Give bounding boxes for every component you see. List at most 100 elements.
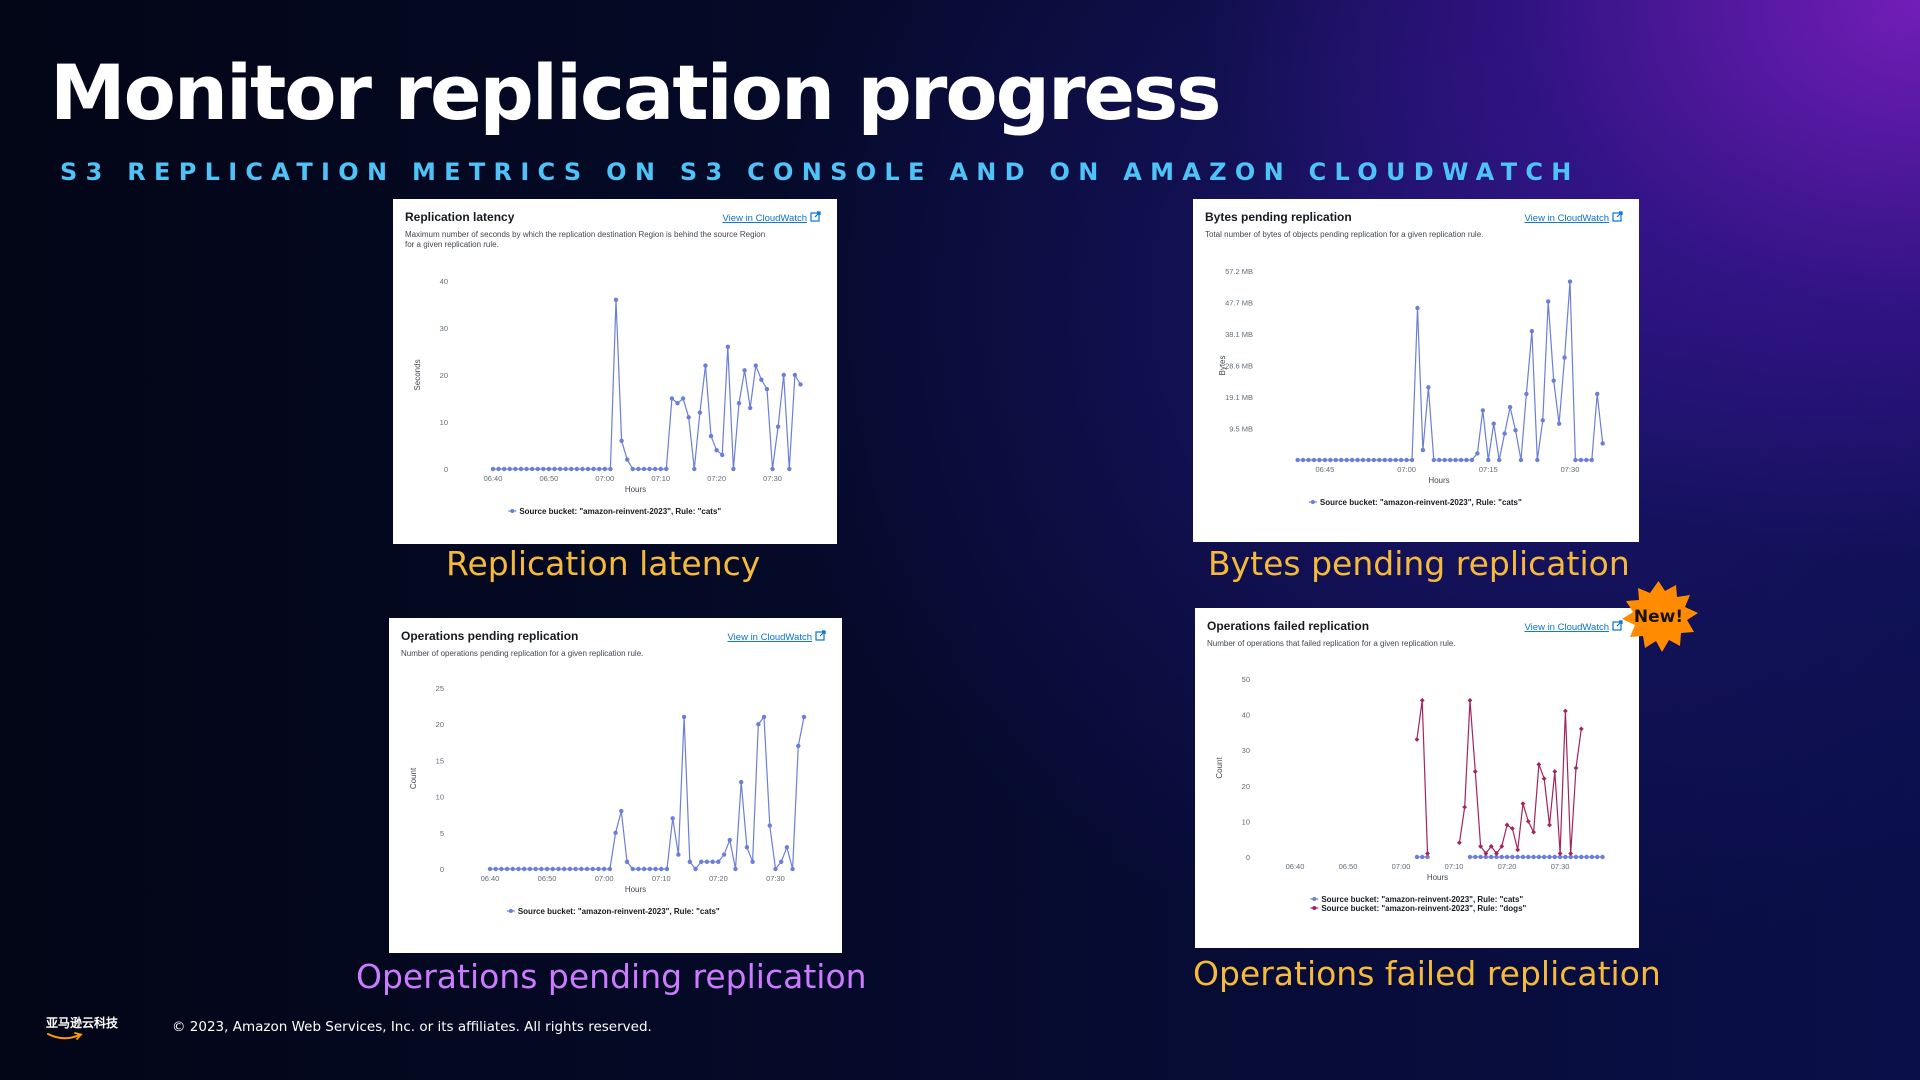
- data-point: [1453, 457, 1458, 463]
- data-point: [1535, 457, 1540, 463]
- data-point: [573, 866, 578, 872]
- data-point: [1541, 776, 1547, 782]
- view-in-cloudwatch-link[interactable]: View in CloudWatch: [1525, 622, 1609, 633]
- data-point: [767, 823, 772, 828]
- data-point: [1600, 854, 1605, 860]
- data-point: [1594, 854, 1600, 860]
- data-point: [1458, 457, 1464, 463]
- data-point: [1464, 457, 1469, 463]
- chart-latency: Replication latency Maximum number of sec…: [405, 210, 821, 516]
- legend-marker: [1312, 906, 1317, 910]
- data-point: [619, 808, 624, 814]
- data-point: [1520, 854, 1526, 860]
- data-point: [1547, 854, 1552, 860]
- data-point: [670, 816, 675, 821]
- chart-title: Bytes pending replication: [1205, 210, 1352, 224]
- data-point: [1540, 418, 1545, 423]
- y-tick-label: 38.1 MB: [1225, 330, 1253, 339]
- data-point: [585, 466, 591, 472]
- data-point: [781, 372, 786, 378]
- data-point: [1328, 457, 1333, 463]
- data-point: [1393, 457, 1398, 463]
- data-point: [1488, 854, 1494, 860]
- chart-ops_failed: Operations failed replication Number of o…: [1207, 619, 1623, 913]
- y-tick-label: 40: [440, 277, 448, 286]
- y-tick-label: 0: [1246, 853, 1250, 862]
- data-point: [770, 466, 775, 472]
- x-axis-label: Hours: [625, 485, 646, 494]
- x-tick-label: 07:10: [652, 874, 671, 883]
- data-point: [510, 866, 516, 872]
- data-point: [1414, 737, 1420, 742]
- y-tick-label: 57.2 MB: [1225, 267, 1253, 276]
- legend-marker: [1310, 500, 1315, 504]
- data-point: [1398, 457, 1404, 463]
- legend-marker: [508, 909, 513, 913]
- data-point: [1382, 457, 1387, 463]
- data-point: [796, 743, 801, 749]
- data-point: [597, 466, 602, 472]
- data-point: [641, 466, 647, 472]
- series-1: [490, 297, 803, 472]
- data-point: [1425, 854, 1430, 860]
- data-point: [529, 466, 535, 472]
- data-point: [676, 852, 681, 857]
- data-point: [1556, 421, 1562, 426]
- data-point: [1536, 854, 1542, 860]
- data-point: [1499, 843, 1505, 849]
- series-line: [490, 715, 805, 871]
- view-in-cloudwatch-link[interactable]: View in CloudWatch: [723, 213, 807, 224]
- y-tick-label: 9.5 MB: [1229, 425, 1253, 434]
- x-axis-label: Hours: [625, 885, 646, 894]
- data-point: [1507, 404, 1513, 410]
- data-point: [624, 859, 630, 864]
- legend-entry: Source bucket: "amazon-reinvent-2023", R…: [1310, 895, 1523, 904]
- view-in-cloudwatch-link[interactable]: View in CloudWatch: [1525, 213, 1609, 224]
- data-point: [1578, 457, 1584, 463]
- data-point: [533, 866, 538, 872]
- data-point: [647, 466, 652, 472]
- data-point: [1425, 851, 1430, 856]
- data-point: [1531, 854, 1536, 860]
- data-point: [744, 845, 750, 850]
- data-point: [725, 344, 731, 349]
- data-point: [1311, 457, 1317, 463]
- legend-label: Source bucket: "amazon-reinvent-2023", R…: [519, 507, 721, 516]
- view-in-cloudwatch-link[interactable]: View in CloudWatch: [728, 632, 812, 643]
- chart-title: Operations pending replication: [401, 629, 578, 643]
- data-point: [1483, 851, 1489, 856]
- data-point: [1567, 279, 1573, 284]
- x-tick-label: 07:30: [1561, 465, 1580, 474]
- external-link-icon: [815, 630, 826, 641]
- data-point: [1568, 854, 1573, 860]
- data-point: [1388, 457, 1393, 463]
- data-point: [493, 866, 498, 872]
- caption-operations-failed-replication: Operations failed replication: [1193, 954, 1661, 993]
- data-point: [1573, 854, 1579, 860]
- data-point: [720, 452, 725, 458]
- data-point: [784, 845, 790, 850]
- data-point: [704, 859, 710, 864]
- legend-marker: [510, 509, 515, 513]
- y-axis-label: Count: [409, 767, 418, 789]
- data-point: [778, 859, 784, 864]
- chart-description: Total number of bytes of objects pending…: [1205, 230, 1483, 239]
- data-point: [733, 866, 738, 872]
- series-line: [1297, 281, 1604, 461]
- data-point: [630, 466, 635, 472]
- data-point: [1404, 457, 1409, 463]
- data-point: [636, 866, 641, 872]
- legend-label: Source bucket: "amazon-reinvent-2023", R…: [1321, 904, 1526, 913]
- data-point: [1306, 457, 1311, 463]
- data-point: [552, 466, 557, 472]
- data-point: [664, 866, 670, 872]
- chart-ops_pending: Operations pending replication Number of …: [401, 629, 826, 916]
- data-point: [541, 466, 546, 472]
- data-point: [522, 866, 527, 872]
- data-point: [1431, 457, 1437, 463]
- x-tick-label: 07:20: [1498, 862, 1517, 871]
- data-point: [1366, 457, 1371, 463]
- external-link-icon: [1612, 620, 1623, 631]
- series-2: [1414, 697, 1584, 856]
- chart-description: Number of operations that failed replica…: [1207, 639, 1456, 648]
